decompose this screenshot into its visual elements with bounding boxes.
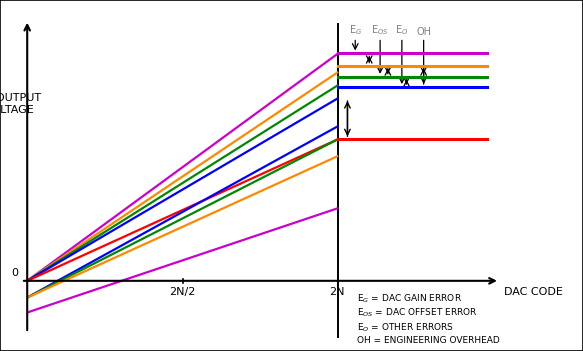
Text: E$_O$ = OTHER ERRORS: E$_O$ = OTHER ERRORS	[357, 321, 454, 333]
Text: DAC CODE: DAC CODE	[504, 287, 563, 297]
Text: E$_{OS}$ = DAC OFFSET ERROR: E$_{OS}$ = DAC OFFSET ERROR	[357, 306, 477, 319]
Text: 2N: 2N	[329, 287, 345, 297]
Text: 2N/2: 2N/2	[170, 287, 196, 297]
Text: 0: 0	[11, 268, 18, 278]
Text: OH: OH	[416, 27, 431, 37]
Text: E$_G$: E$_G$	[349, 23, 362, 37]
Text: E$_O$: E$_O$	[395, 23, 409, 37]
Text: OH = ENGINEERING OVERHEAD: OH = ENGINEERING OVERHEAD	[357, 336, 500, 345]
Text: E$_G$ = DAC GAIN ERROR: E$_G$ = DAC GAIN ERROR	[357, 292, 462, 305]
Text: E$_{OS}$: E$_{OS}$	[371, 23, 389, 37]
Text: DAC OUTPUT
  VOLTAGE: DAC OUTPUT VOLTAGE	[0, 93, 41, 114]
